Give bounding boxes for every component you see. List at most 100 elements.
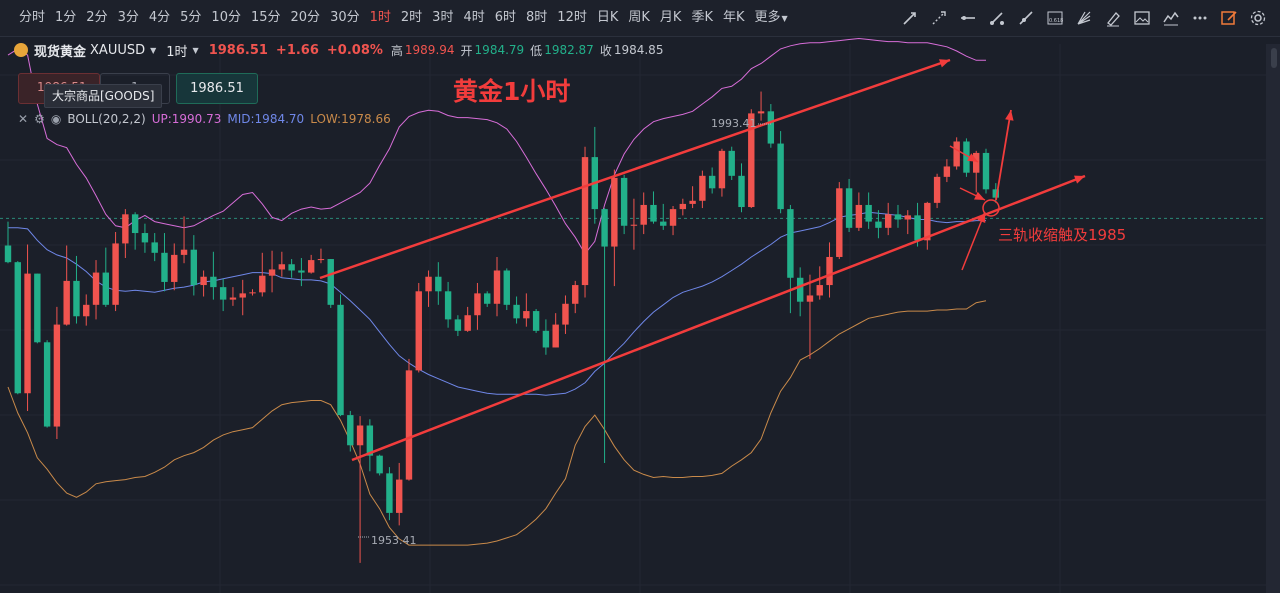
period-0[interactable]: 分时 bbox=[19, 10, 46, 25]
candle-body bbox=[474, 293, 481, 316]
symbol-code[interactable]: XAUUSD bbox=[90, 42, 146, 58]
candle-body bbox=[523, 311, 530, 319]
candle-body bbox=[894, 214, 902, 220]
symbol-dropdown-icon[interactable]: ▼ bbox=[150, 45, 157, 55]
eye-icon[interactable]: ◉ bbox=[50, 112, 62, 126]
lower-channel-arrow bbox=[351, 174, 1086, 462]
right-scrollbar[interactable] bbox=[1266, 44, 1280, 593]
candle-body bbox=[366, 425, 374, 456]
period-8[interactable]: 20分 bbox=[290, 10, 321, 25]
candle-body bbox=[493, 270, 501, 304]
candle-body bbox=[4, 245, 12, 263]
period-4[interactable]: 4分 bbox=[148, 10, 171, 25]
trend-line-icon[interactable] bbox=[895, 0, 924, 36]
interval-selector[interactable]: 1时 bbox=[166, 44, 188, 60]
brush-icon[interactable] bbox=[1098, 0, 1127, 36]
period-20[interactable]: 季K bbox=[691, 10, 713, 25]
segment-icon[interactable] bbox=[982, 0, 1011, 36]
lower-band-arrow-head bbox=[977, 212, 986, 223]
candle-body bbox=[34, 273, 41, 343]
candle-body bbox=[327, 259, 334, 305]
period-5[interactable]: 5分 bbox=[180, 10, 202, 25]
period-2[interactable]: 2分 bbox=[86, 10, 108, 25]
period-7[interactable]: 15分 bbox=[250, 10, 281, 25]
trend-drawings bbox=[319, 58, 1086, 538]
last-price: 1986.51 bbox=[208, 42, 268, 58]
settings-icon[interactable]: ⚙ bbox=[34, 112, 45, 126]
candle-body bbox=[131, 214, 139, 234]
candle-body bbox=[620, 177, 628, 226]
breakout-arrow-head bbox=[1005, 110, 1014, 121]
candle-body bbox=[307, 260, 315, 273]
period-14[interactable]: 6时 bbox=[494, 10, 517, 25]
fibonacci-icon[interactable]: 0.618 bbox=[1040, 0, 1069, 36]
candle-body bbox=[796, 277, 804, 302]
candle-body bbox=[405, 370, 413, 480]
candle-body bbox=[102, 272, 109, 305]
candle-body bbox=[777, 143, 784, 210]
extended-line-icon[interactable] bbox=[1011, 0, 1040, 36]
candle-body bbox=[435, 276, 442, 292]
candle-body bbox=[982, 152, 990, 190]
candle-body bbox=[904, 215, 911, 220]
candle-body bbox=[161, 252, 168, 282]
candle-body bbox=[73, 280, 80, 317]
indicator-icon[interactable] bbox=[1156, 0, 1185, 36]
candle-body bbox=[845, 188, 853, 228]
interval-dropdown-icon[interactable]: ▼ bbox=[192, 45, 199, 55]
horizontal-line-icon[interactable] bbox=[953, 0, 982, 36]
candle-body bbox=[239, 293, 246, 298]
candle-body bbox=[855, 204, 863, 228]
boll-low-line bbox=[7, 300, 987, 546]
high-mark-label: 1993.41 bbox=[711, 117, 757, 130]
period-15[interactable]: 8时 bbox=[526, 10, 548, 25]
buy-button[interactable]: 1986.51 bbox=[176, 73, 258, 104]
scrollbar-thumb[interactable] bbox=[1271, 48, 1277, 68]
more-dots-icon[interactable] bbox=[1185, 0, 1214, 36]
candle-body bbox=[317, 259, 325, 261]
period-19[interactable]: 月K bbox=[659, 10, 682, 25]
candle-body bbox=[953, 141, 960, 167]
candle-body bbox=[542, 330, 550, 348]
candle-body bbox=[611, 177, 618, 247]
candle-body bbox=[396, 479, 403, 513]
symbol-info-bar: 现货黄金 XAUUSD ▼ 1时 ▼ 1986.51 +1.66 +0.08% … bbox=[0, 37, 1280, 63]
image-icon[interactable] bbox=[1127, 0, 1156, 36]
candle-body bbox=[963, 141, 970, 173]
period-17[interactable]: 日K bbox=[596, 10, 619, 25]
low-label: 低 bbox=[530, 43, 543, 58]
touch-point-circle bbox=[982, 199, 1000, 217]
period-1[interactable]: 1分 bbox=[55, 10, 77, 25]
period-3[interactable]: 3分 bbox=[117, 10, 139, 25]
candle-body bbox=[53, 324, 61, 427]
open-label: 开 bbox=[460, 43, 473, 58]
candle-body bbox=[180, 249, 188, 255]
period-18[interactable]: 周K bbox=[628, 10, 650, 25]
candle-body bbox=[933, 176, 941, 203]
close-icon[interactable]: ✕ bbox=[18, 112, 29, 126]
ray-line-icon[interactable] bbox=[924, 0, 953, 36]
period-21[interactable]: 年K bbox=[722, 10, 745, 25]
period-10[interactable]: 1时 bbox=[369, 10, 391, 25]
period-13[interactable]: 4时 bbox=[463, 10, 485, 25]
candle-body bbox=[278, 264, 286, 270]
category-tooltip: 大宗商品[GOODS] bbox=[44, 84, 163, 108]
candle-body bbox=[141, 233, 149, 243]
period-16[interactable]: 12时 bbox=[557, 10, 587, 25]
period-11[interactable]: 2时 bbox=[400, 10, 423, 25]
fan-icon[interactable] bbox=[1069, 0, 1098, 36]
candle-body bbox=[708, 175, 716, 189]
candle-body bbox=[640, 204, 647, 225]
symbol-name[interactable]: 现货黄金 bbox=[34, 44, 87, 60]
period-6[interactable]: 10分 bbox=[211, 10, 241, 25]
candle-body bbox=[112, 243, 119, 305]
candle-body bbox=[484, 293, 491, 304]
candle-body bbox=[298, 270, 305, 273]
edit-icon[interactable] bbox=[1214, 0, 1243, 36]
settings-icon[interactable] bbox=[1243, 0, 1272, 36]
period-12[interactable]: 3时 bbox=[432, 10, 454, 25]
period-9[interactable]: 30分 bbox=[330, 10, 360, 25]
svg-text:0.618: 0.618 bbox=[1049, 18, 1063, 24]
more-periods-button[interactable]: 更多▼ bbox=[754, 9, 788, 25]
candle-body bbox=[738, 175, 745, 208]
